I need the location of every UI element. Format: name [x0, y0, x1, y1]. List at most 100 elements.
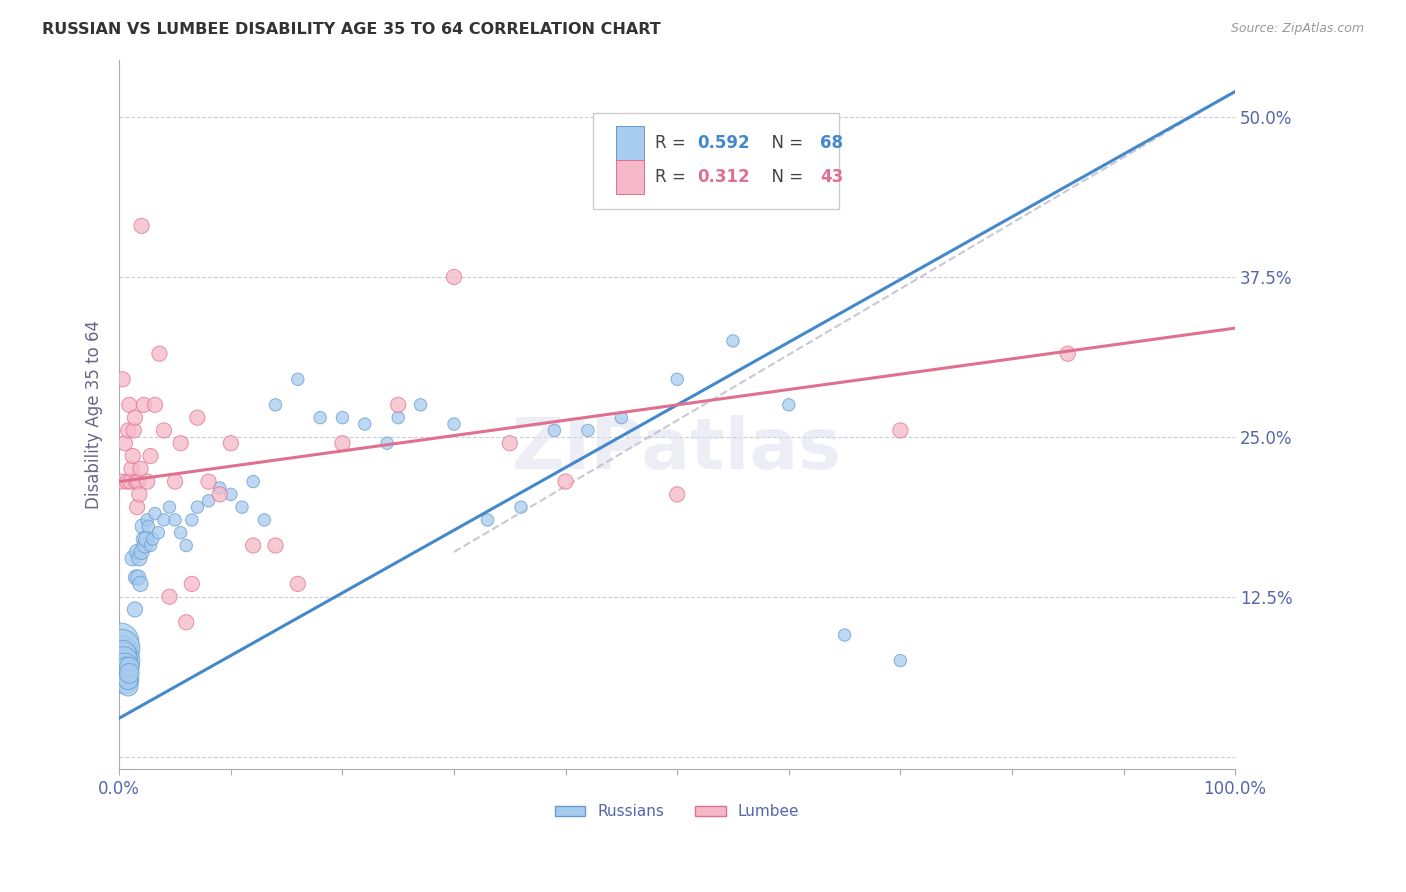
Point — [139, 539, 162, 553]
Point — [375, 436, 398, 450]
Point — [115, 673, 138, 687]
Point — [169, 525, 191, 540]
Point — [443, 417, 465, 431]
Point — [111, 372, 134, 386]
Text: R =: R = — [655, 169, 690, 186]
Point — [127, 570, 149, 584]
Point — [477, 513, 499, 527]
Point — [208, 481, 231, 495]
Point — [115, 660, 138, 674]
Point — [576, 424, 599, 438]
Point — [135, 532, 157, 546]
Point — [111, 660, 134, 674]
Point — [554, 475, 576, 489]
Point — [153, 424, 176, 438]
Point — [121, 462, 143, 476]
Point — [118, 398, 141, 412]
Point — [136, 519, 159, 533]
Point — [127, 545, 149, 559]
Point — [128, 487, 150, 501]
Point — [112, 654, 135, 668]
Point — [332, 436, 354, 450]
Point — [129, 462, 152, 476]
Point — [165, 475, 187, 489]
Text: RUSSIAN VS LUMBEE DISABILITY AGE 35 TO 64 CORRELATION CHART: RUSSIAN VS LUMBEE DISABILITY AGE 35 TO 6… — [42, 22, 661, 37]
Point — [889, 654, 911, 668]
Point — [543, 424, 565, 438]
Text: 43: 43 — [820, 169, 844, 186]
Point — [778, 398, 800, 412]
Point — [165, 513, 187, 527]
Point — [118, 660, 141, 674]
Point — [148, 525, 170, 540]
Point — [122, 424, 145, 438]
Text: 0.312: 0.312 — [697, 169, 749, 186]
Text: N =: N = — [761, 135, 808, 153]
Point — [510, 500, 533, 515]
Point — [610, 410, 633, 425]
Point — [409, 398, 432, 412]
FancyBboxPatch shape — [593, 112, 839, 209]
Point — [131, 219, 153, 233]
Text: 0.592: 0.592 — [697, 135, 749, 153]
Text: R =: R = — [655, 135, 690, 153]
Point — [443, 270, 465, 285]
Point — [180, 577, 202, 591]
Point — [219, 436, 242, 450]
Point — [186, 410, 208, 425]
Text: N =: N = — [761, 169, 808, 186]
Point — [387, 398, 409, 412]
Point — [111, 647, 134, 661]
Point — [127, 475, 149, 489]
Point — [197, 475, 219, 489]
Point — [121, 551, 143, 566]
Point — [131, 519, 153, 533]
Point — [115, 666, 138, 681]
Point — [112, 666, 135, 681]
Text: ZIPatlas: ZIPatlas — [512, 416, 842, 484]
Point — [353, 417, 375, 431]
Point — [110, 475, 132, 489]
Point — [889, 424, 911, 438]
Point — [499, 436, 522, 450]
Point — [110, 647, 132, 661]
Point — [110, 654, 132, 668]
Point — [666, 487, 689, 501]
Bar — [616, 161, 644, 194]
Point — [117, 679, 139, 693]
Point — [169, 436, 191, 450]
Point — [180, 513, 202, 527]
Point — [132, 532, 155, 546]
Point — [332, 410, 354, 425]
Point — [264, 398, 287, 412]
Point — [1056, 347, 1078, 361]
Point — [208, 487, 231, 501]
Point — [136, 475, 159, 489]
Point — [131, 545, 153, 559]
Point — [115, 475, 138, 489]
Point — [124, 602, 146, 616]
Point — [153, 513, 176, 527]
Point — [118, 666, 141, 681]
Point — [174, 539, 197, 553]
Point — [129, 577, 152, 591]
Point — [115, 666, 138, 681]
Point — [197, 493, 219, 508]
Point — [121, 449, 143, 463]
Point — [159, 500, 181, 515]
Point — [242, 475, 264, 489]
Text: Source: ZipAtlas.com: Source: ZipAtlas.com — [1230, 22, 1364, 36]
Point — [143, 398, 166, 412]
Point — [387, 410, 409, 425]
Y-axis label: Disability Age 35 to 64: Disability Age 35 to 64 — [86, 320, 103, 509]
Point — [114, 660, 136, 674]
Bar — [616, 127, 644, 161]
Text: 68: 68 — [820, 135, 844, 153]
Point — [231, 500, 253, 515]
Point — [120, 475, 142, 489]
Point — [219, 487, 242, 501]
Point — [114, 436, 136, 450]
Point — [117, 424, 139, 438]
Point — [242, 539, 264, 553]
Point — [143, 507, 166, 521]
